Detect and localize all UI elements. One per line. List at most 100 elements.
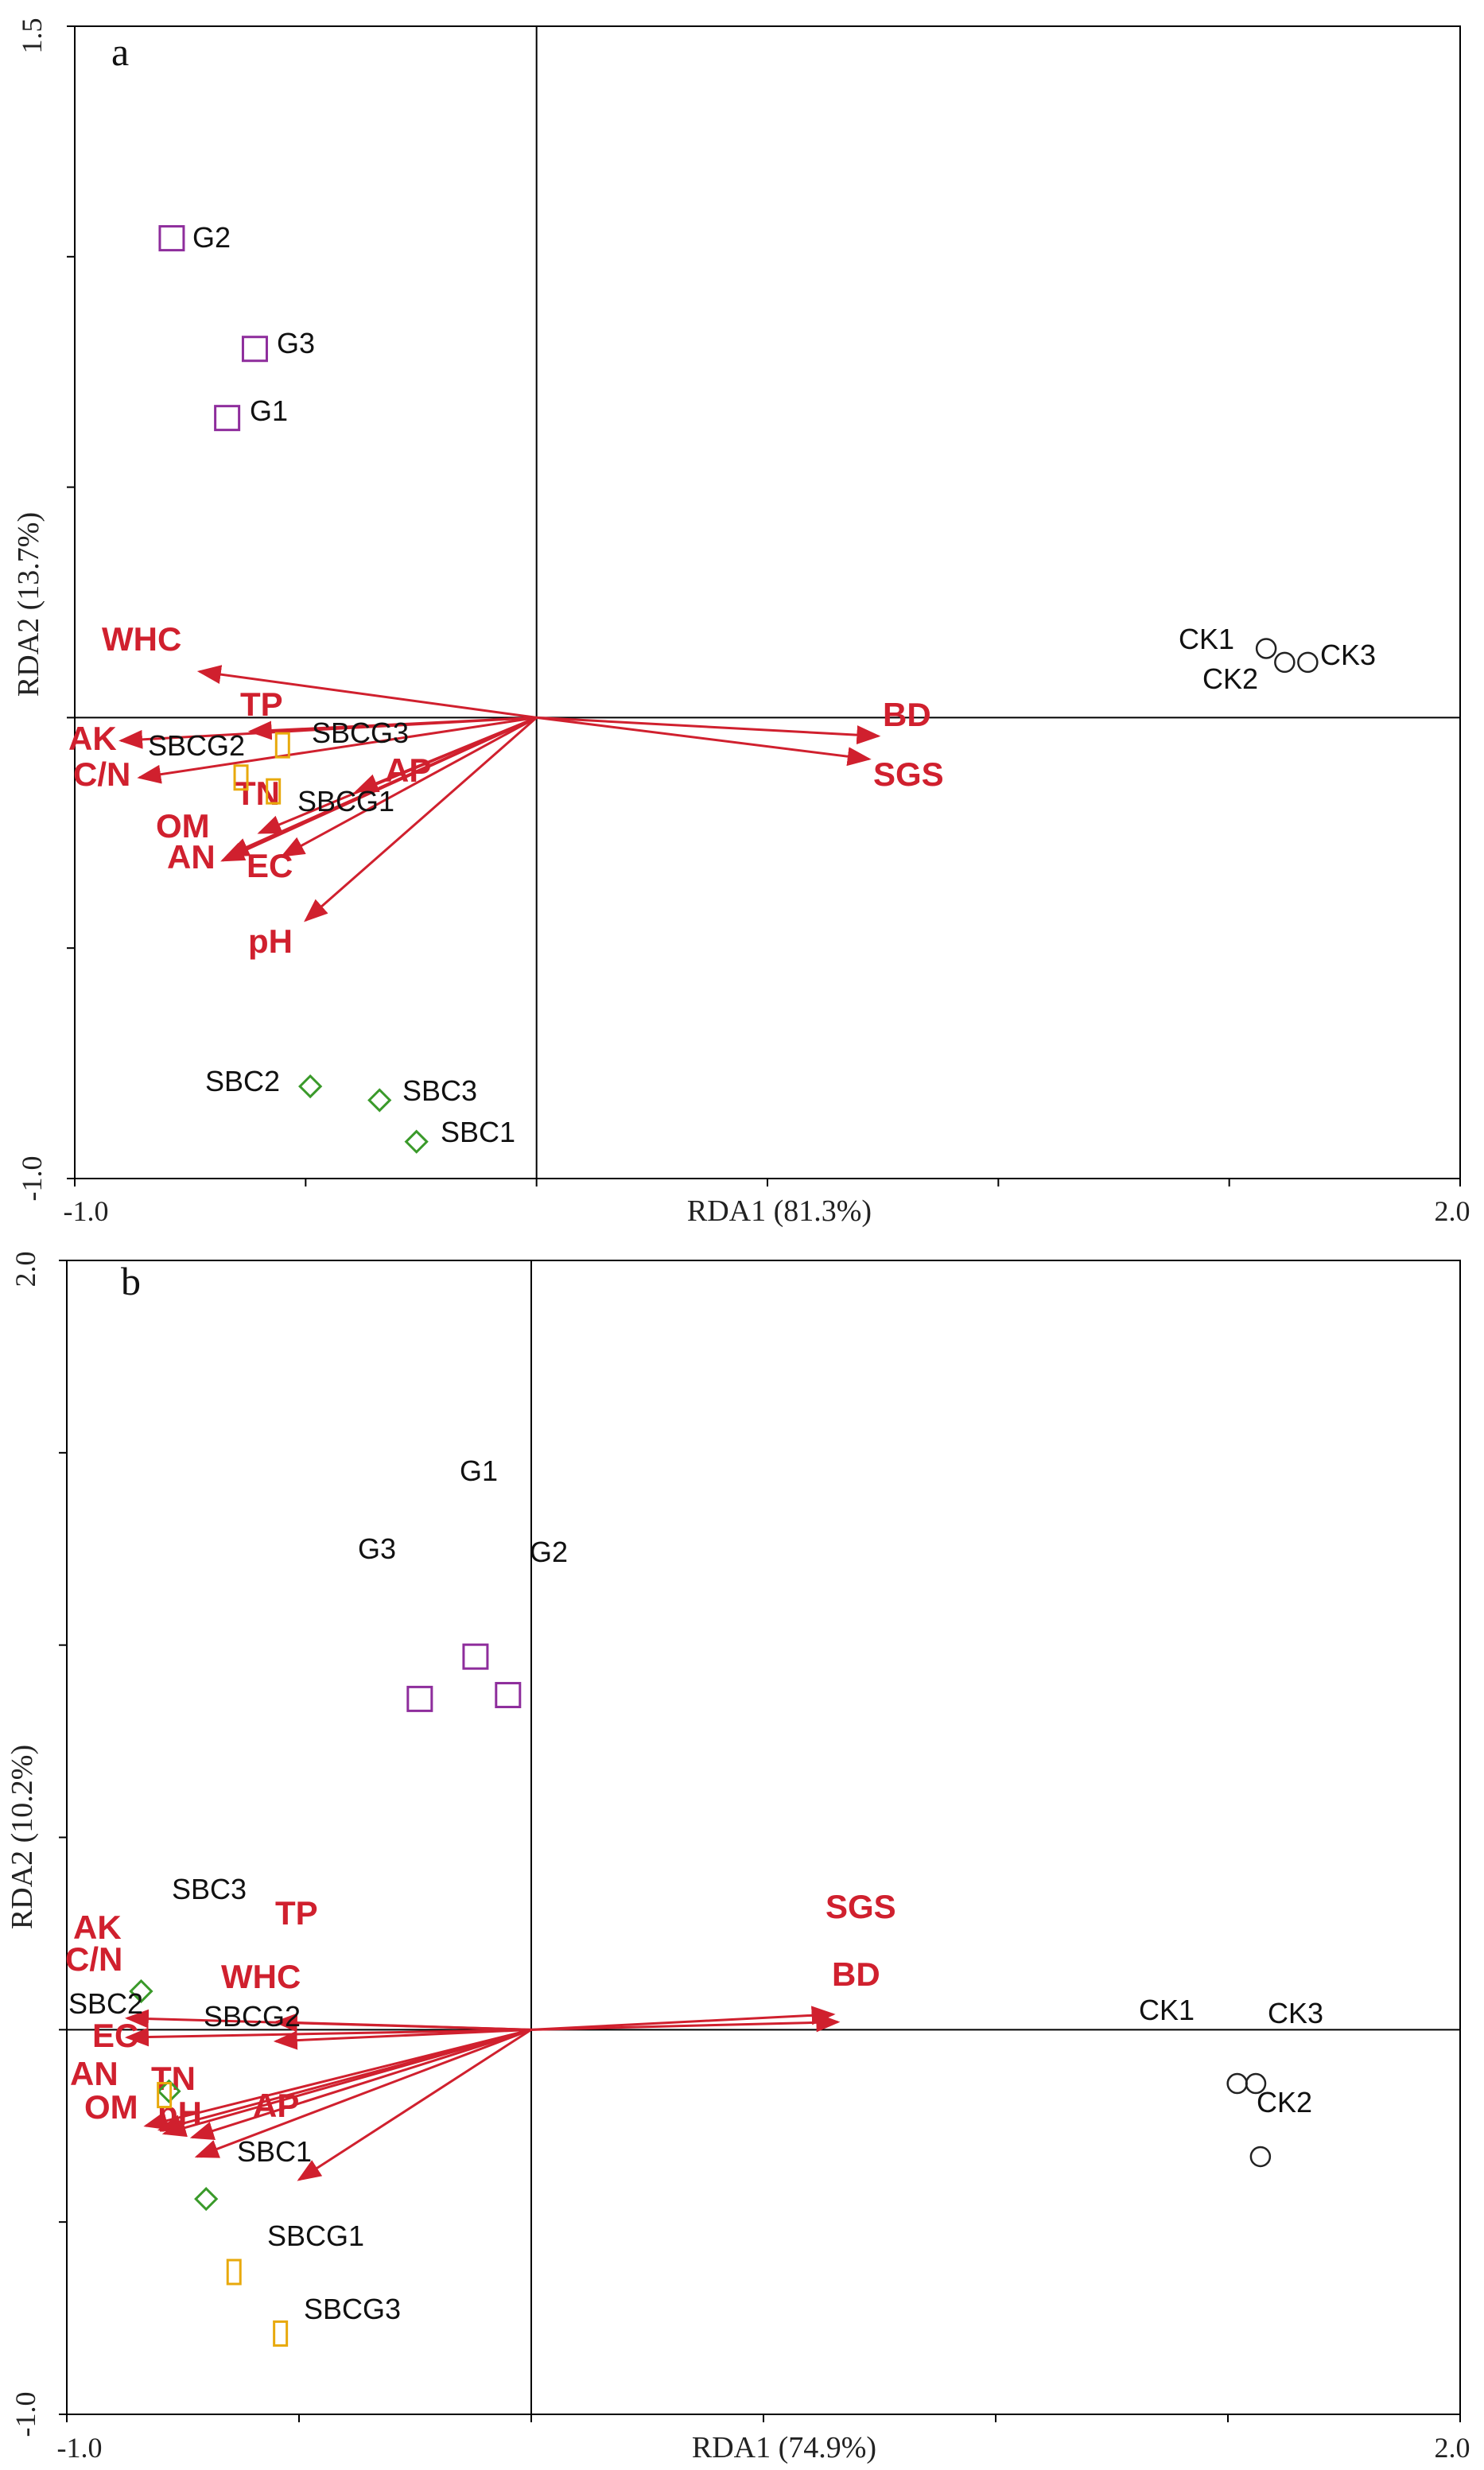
x-tick-label: 2.0 — [1435, 1195, 1470, 1227]
arrow-label-cn: C/N — [73, 755, 130, 793]
arrow-sgs — [536, 716, 872, 767]
y-tick-label: -1.0 — [16, 1156, 48, 1202]
x-tick-label: 2.0 — [1435, 2432, 1470, 2464]
arrow-ap — [297, 2029, 532, 2181]
arrow-ak — [118, 716, 537, 749]
sample-label-ck2: CK2 — [1202, 662, 1258, 695]
sample-label-sbc1: SBC1 — [237, 2135, 312, 2168]
panel-b: -1.0 2.0 -1.0 2.0 RDA1 (74.9%) RDA2 (10.2%) b S… — [6, 1252, 1470, 2465]
sample-label-ck3: CK3 — [1320, 639, 1376, 671]
sample-marker-sbc1 — [194, 2187, 219, 2212]
arrow-label-ak: AK — [73, 1909, 122, 1946]
arrow-bd — [530, 2013, 841, 2033]
sample-label-sbcg1: SBCG1 — [267, 2220, 364, 2252]
sample-marker-ck3 — [1245, 2072, 1267, 2095]
sample-marker-sbcg2 — [233, 764, 249, 791]
sample-label-g3: G3 — [277, 327, 315, 359]
sample-label-ck3: CK3 — [1268, 1997, 1323, 2029]
arrow-label-sgs: SGS — [826, 1888, 896, 1925]
sample-marker-sbc2 — [157, 2079, 181, 2103]
panel-label: a — [111, 29, 129, 74]
sample-label-sbcg1: SBCG1 — [297, 785, 394, 818]
arrow-cn — [124, 2027, 532, 2047]
panel-label: b — [121, 1259, 141, 1303]
arrow-label-an: AN — [70, 2055, 118, 2092]
x-axis-title: RDA1 (74.9%) — [692, 2431, 876, 2464]
sample-label-g3: G3 — [358, 1532, 396, 1565]
sample-marker-sbc2 — [298, 1074, 323, 1099]
arrow-whc — [196, 665, 537, 719]
sample-label-g1: G1 — [460, 1454, 498, 1487]
x-tick-label: -1.0 — [64, 1195, 109, 1227]
arrow-label-an: AN — [167, 838, 216, 876]
panel-a: -1.0 2.0 -1.0 1.5 RDA1 (81.3%) RDA2 (13.7%) a W… — [12, 18, 1470, 1229]
sample-label-sbcg2: SBCG2 — [204, 2000, 301, 2033]
sample-label-sbc2: SBC2 — [68, 1987, 143, 2020]
arrow-bd — [536, 716, 881, 745]
y-axis-title: RDA2 (10.2%) — [6, 1745, 39, 1929]
arrow-label-ap: AP — [253, 2087, 299, 2124]
sample-marker-g1 — [214, 405, 241, 432]
arrow-label-bd: BD — [883, 696, 931, 733]
arrow-sgs — [530, 2006, 836, 2031]
sample-label-sbc3: SBC3 — [402, 1074, 477, 1107]
sample-marker-sbc1 — [404, 1129, 429, 1154]
sample-label-g2: G2 — [192, 221, 231, 254]
y-tick-label: 2.0 — [10, 1252, 41, 1287]
sample-marker-sbcg3 — [274, 732, 290, 759]
arrow-label-ph: pH — [248, 922, 293, 960]
sample-marker-sbcg2 — [157, 2082, 173, 2109]
y-axis-title: RDA2 (13.7%) — [12, 512, 45, 697]
x-tick-label: -1.0 — [57, 2432, 103, 2464]
arrow-cn — [137, 716, 537, 784]
arrow-whc — [273, 2028, 532, 2050]
arrow-om — [161, 2028, 532, 2138]
sample-label-ck2: CK2 — [1257, 2086, 1312, 2119]
arrow-label-ak: AK — [68, 720, 117, 757]
sample-marker-ck1 — [1255, 638, 1277, 659]
arrow-an — [220, 717, 538, 862]
sample-marker-ck1 — [1226, 2072, 1248, 2095]
arrow-label-whc: WHC — [221, 1958, 301, 1995]
arrow-ec — [143, 2028, 532, 2130]
sample-marker-g2 — [158, 225, 185, 252]
sample-label-g2: G2 — [530, 1536, 568, 1568]
arrow-label-tn: TN — [235, 775, 280, 812]
sample-label-sbcg3: SBCG3 — [312, 717, 409, 749]
sample-marker-g3 — [241, 336, 268, 363]
plot-frame — [74, 25, 1461, 1179]
arrow-label-om: OM — [84, 2088, 138, 2126]
arrow-label-tp: TP — [240, 685, 283, 723]
arrow-tn — [189, 2028, 532, 2141]
arrow-ph — [194, 2028, 532, 2158]
arrow-label-cn: C/N — [65, 1940, 122, 1978]
arrow-label-ec: EC — [247, 847, 293, 884]
sample-marker-sbcg3 — [273, 2320, 289, 2347]
x-axis-title: RDA1 (81.3%) — [687, 1194, 872, 1228]
arrow-ec — [280, 717, 538, 857]
arrow-label-sgs: SGS — [873, 755, 944, 793]
arrow-label-ph: pH — [157, 2095, 202, 2132]
sample-marker-g1 — [462, 1643, 489, 1670]
arrow-ph — [304, 717, 538, 922]
sample-label-ck1: CK1 — [1179, 623, 1234, 655]
y-tick-label: 1.5 — [16, 18, 48, 54]
arrow-label-whc: WHC — [102, 620, 181, 658]
sample-marker-g2 — [495, 1682, 522, 1709]
sample-marker-sbc3 — [129, 1979, 153, 2004]
sample-label-g1: G1 — [250, 394, 288, 427]
arrow-label-om: OM — [156, 807, 210, 845]
sample-marker-sbc3 — [367, 1088, 392, 1113]
sample-label-sbc2: SBC2 — [205, 1065, 280, 1097]
arrow-tn — [257, 717, 538, 834]
arrow-label-bd: BD — [832, 1955, 880, 1993]
sample-marker-ck3 — [1297, 651, 1319, 674]
sample-label-sbcg2: SBCG2 — [148, 729, 245, 762]
arrow-label-ec: EC — [92, 2017, 138, 2054]
sample-marker-ck2 — [1249, 2146, 1272, 2168]
sample-marker-ck2 — [1274, 651, 1296, 674]
arrow-label-tp: TP — [275, 1894, 318, 1932]
y-tick-label: -1.0 — [10, 2392, 41, 2437]
sample-marker-sbcg1 — [226, 2258, 242, 2286]
